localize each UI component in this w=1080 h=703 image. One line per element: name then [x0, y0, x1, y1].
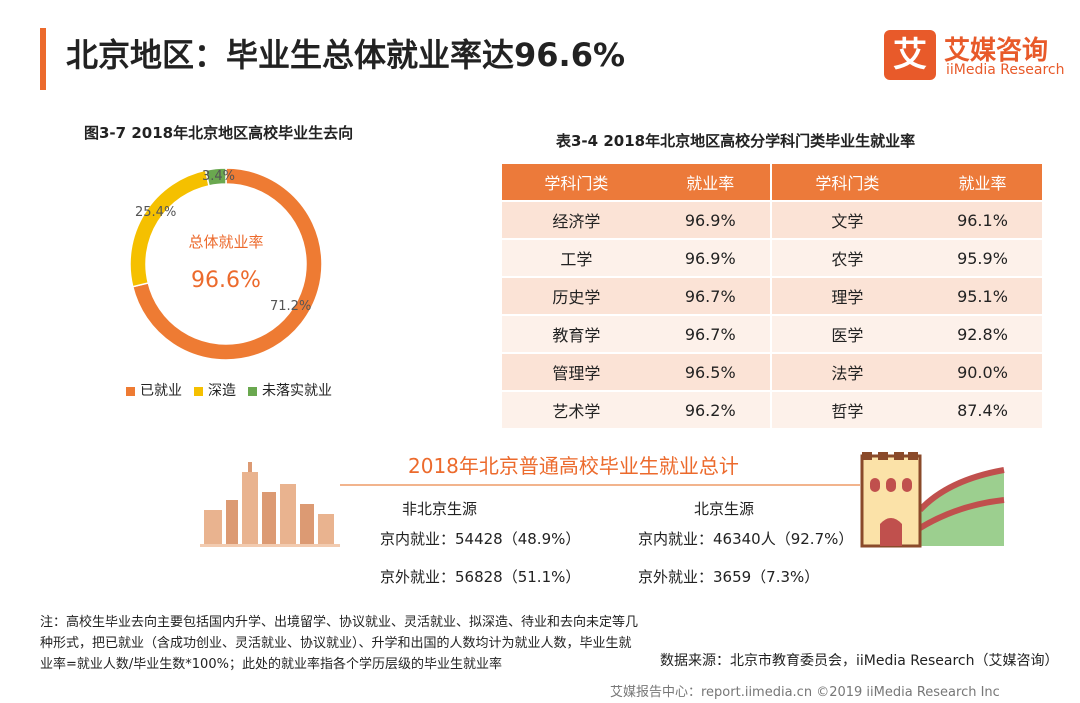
header-rate-1: 就业率 — [650, 164, 770, 200]
brand-logo-icon: 艾 — [884, 30, 936, 80]
legend-swatch-unplaced — [248, 386, 257, 396]
table-cell: 艺术学 — [502, 392, 651, 428]
donut-center-label: 总体就业率 — [188, 233, 263, 251]
table-title: 表3-4 2018年北京地区高校分学科门类毕业生就业率 — [556, 132, 916, 150]
header-discipline-2: 学科门类 — [769, 164, 923, 200]
slice-label-further-study: 25.4% — [135, 205, 176, 220]
non-beijing-title: 非北京生源 — [402, 500, 478, 518]
donut-legend: 已就业 深造 未落实就业 — [126, 380, 332, 400]
table-cell: 95.1% — [922, 278, 1042, 314]
page-title: 北京地区：毕业生总体就业率达96.6% — [66, 36, 626, 74]
table-cell: 农学 — [769, 240, 923, 276]
legend-item-employed: 已就业 — [126, 380, 182, 400]
table-cell: 工学 — [502, 240, 651, 276]
table-cell: 96.5% — [650, 354, 770, 390]
great-wall-icon — [860, 452, 1005, 548]
brand-name-en: iiMedia Research — [946, 62, 1065, 78]
city-skyline-icon — [200, 462, 340, 547]
table-header-row: 学科门类 就业率 学科门类 就业率 — [502, 164, 1042, 200]
footer-credit: 艾媒报告中心：report.iimedia.cn ©2019 iiMedia R… — [610, 685, 1000, 700]
donut-slice-unplaced — [204, 167, 227, 187]
legend-item-unplaced: 未落实就业 — [248, 380, 332, 400]
non-beijing-out-city: 京外就业：56828（51.1%） — [380, 568, 581, 586]
table-cell: 医学 — [769, 316, 923, 352]
table-cell: 文学 — [769, 202, 923, 238]
beijing-out-city: 京外就业：3659（7.3%） — [638, 568, 820, 586]
table-row: 工学 96.9% 农学 95.9% — [502, 240, 1042, 276]
table-cell: 96.7% — [650, 278, 770, 314]
table-row: 历史学 96.7% 理学 95.1% — [502, 278, 1042, 314]
table-row: 教育学 96.7% 医学 92.8% — [502, 316, 1042, 352]
table-cell: 管理学 — [502, 354, 651, 390]
table-cell: 96.9% — [650, 202, 770, 238]
header-rate-2: 就业率 — [922, 164, 1042, 200]
table-cell: 经济学 — [502, 202, 651, 238]
data-source: 数据来源：北京市教育委员会，iiMedia Research（艾媒咨询） — [660, 653, 1059, 669]
table-row: 管理学 96.5% 法学 90.0% — [502, 354, 1042, 390]
slice-label-employed: 71.2% — [270, 299, 311, 314]
table-cell: 87.4% — [922, 392, 1042, 428]
legend-item-further-study: 深造 — [194, 380, 236, 400]
table-cell: 96.9% — [650, 240, 770, 276]
header-discipline-1: 学科门类 — [502, 164, 651, 200]
non-beijing-in-city: 京内就业：54428（48.9%） — [380, 530, 581, 548]
table-cell: 96.2% — [650, 392, 770, 428]
table-cell: 90.0% — [922, 354, 1042, 390]
table-row: 经济学 96.9% 文学 96.1% — [502, 202, 1042, 238]
legend-label-further-study: 深造 — [208, 383, 236, 399]
title-accent-bar — [40, 28, 46, 90]
table-row: 艺术学 96.2% 哲学 87.4% — [502, 392, 1042, 428]
beijing-in-city: 京内就业：46340人（92.7%） — [638, 530, 854, 548]
legend-label-unplaced: 未落实就业 — [262, 383, 332, 399]
table-cell: 教育学 — [502, 316, 651, 352]
table-cell: 历史学 — [502, 278, 651, 314]
summary-title: 2018年北京普通高校毕业生就业总计 — [408, 454, 739, 478]
donut-center-value: 96.6% — [191, 268, 261, 293]
beijing-title: 北京生源 — [694, 500, 755, 518]
table-cell: 法学 — [769, 354, 923, 390]
brand-name-cn: 艾媒咨询 — [944, 36, 1049, 66]
donut-chart-title: 图3-7 2018年北京地区高校毕业生去向 — [84, 124, 354, 142]
legend-label-employed: 已就业 — [140, 383, 182, 399]
table-cell: 96.7% — [650, 316, 770, 352]
legend-swatch-further-study — [194, 386, 203, 396]
legend-swatch-employed — [126, 386, 135, 396]
slice-label-unplaced: 3.4% — [202, 169, 235, 184]
table-cell: 92.8% — [922, 316, 1042, 352]
table-cell: 95.9% — [922, 240, 1042, 276]
summary-divider — [340, 484, 860, 486]
table-cell: 96.1% — [922, 202, 1042, 238]
discipline-rate-table: 学科门类 就业率 学科门类 就业率 经济学 96.9% 文学 96.1% 工学 … — [502, 162, 1042, 430]
donut-chart: 总体就业率 96.6% 71.2% 25.4% 3.4% — [129, 167, 323, 361]
table-cell: 哲学 — [769, 392, 923, 428]
table-cell: 理学 — [769, 278, 923, 314]
footnote: 注：高校生毕业去向主要包括国内升学、出境留学、协议就业、灵活就业、拟深造、待业和… — [40, 615, 639, 672]
